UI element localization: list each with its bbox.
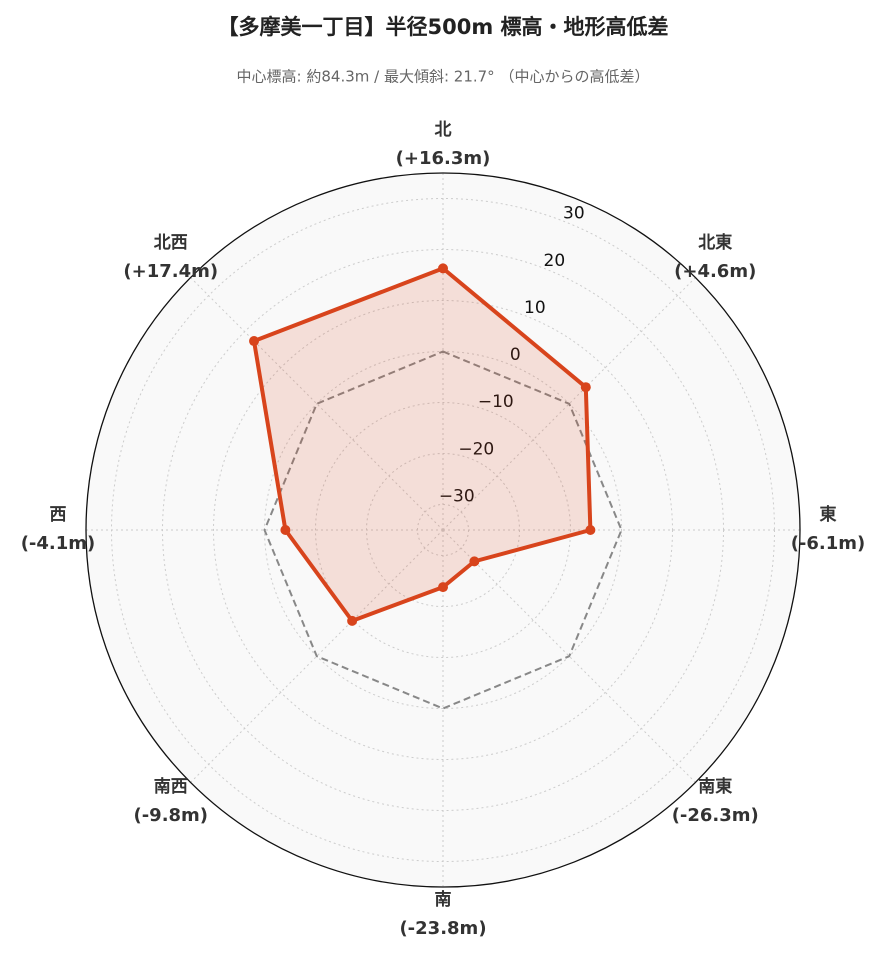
category-label: 西 — [50, 505, 67, 525]
chart-subtitle: 中心標高: 約84.3m / 最大傾斜: 21.7° （中心からの高低差） — [237, 68, 650, 86]
grid-ring — [315, 402, 571, 658]
data-point — [469, 556, 480, 567]
category-label: 東 — [820, 504, 837, 525]
value-label: (-26.3m) — [672, 805, 759, 826]
data-point — [580, 382, 591, 393]
grid-ring — [213, 300, 673, 760]
grid-ring — [417, 504, 469, 556]
category-label: 南 — [435, 889, 452, 910]
category-label: 南西 — [154, 776, 188, 797]
grid-ring — [366, 453, 520, 607]
value-label: (+4.6m) — [674, 261, 756, 282]
data-point — [347, 615, 358, 626]
value-label: (-4.1m) — [21, 533, 96, 554]
category-label: 北西 — [154, 233, 188, 253]
r-tick-label: 20 — [544, 251, 566, 271]
value-label: (+17.4m) — [123, 261, 218, 282]
grid-ring — [162, 249, 724, 811]
r-tick-label: 10 — [524, 298, 546, 318]
data-point — [249, 336, 260, 347]
r-tick-label: −20 — [458, 439, 494, 459]
grid-ring — [111, 198, 775, 862]
value-label: (-6.1m) — [791, 533, 866, 554]
category-label: 北 — [435, 120, 452, 140]
r-tick-label: −10 — [478, 392, 514, 412]
data-point — [438, 263, 448, 274]
value-label: (-9.8m) — [133, 805, 208, 826]
category-label: 北東 — [698, 232, 732, 253]
data-point — [280, 525, 291, 535]
data-point — [438, 582, 448, 593]
data-point — [585, 525, 596, 535]
chart-title: 【多摩美一丁目】半径500m 標高・地形高低差 — [217, 15, 668, 39]
outer-frame — [85, 172, 801, 888]
r-tick-label: 0 — [510, 345, 521, 365]
r-tick-label: 30 — [563, 204, 585, 224]
category-label: 南東 — [698, 776, 732, 797]
r-tick-label: −30 — [439, 486, 475, 506]
value-label: (-23.8m) — [399, 918, 486, 939]
value-label: (+16.3m) — [396, 148, 491, 169]
